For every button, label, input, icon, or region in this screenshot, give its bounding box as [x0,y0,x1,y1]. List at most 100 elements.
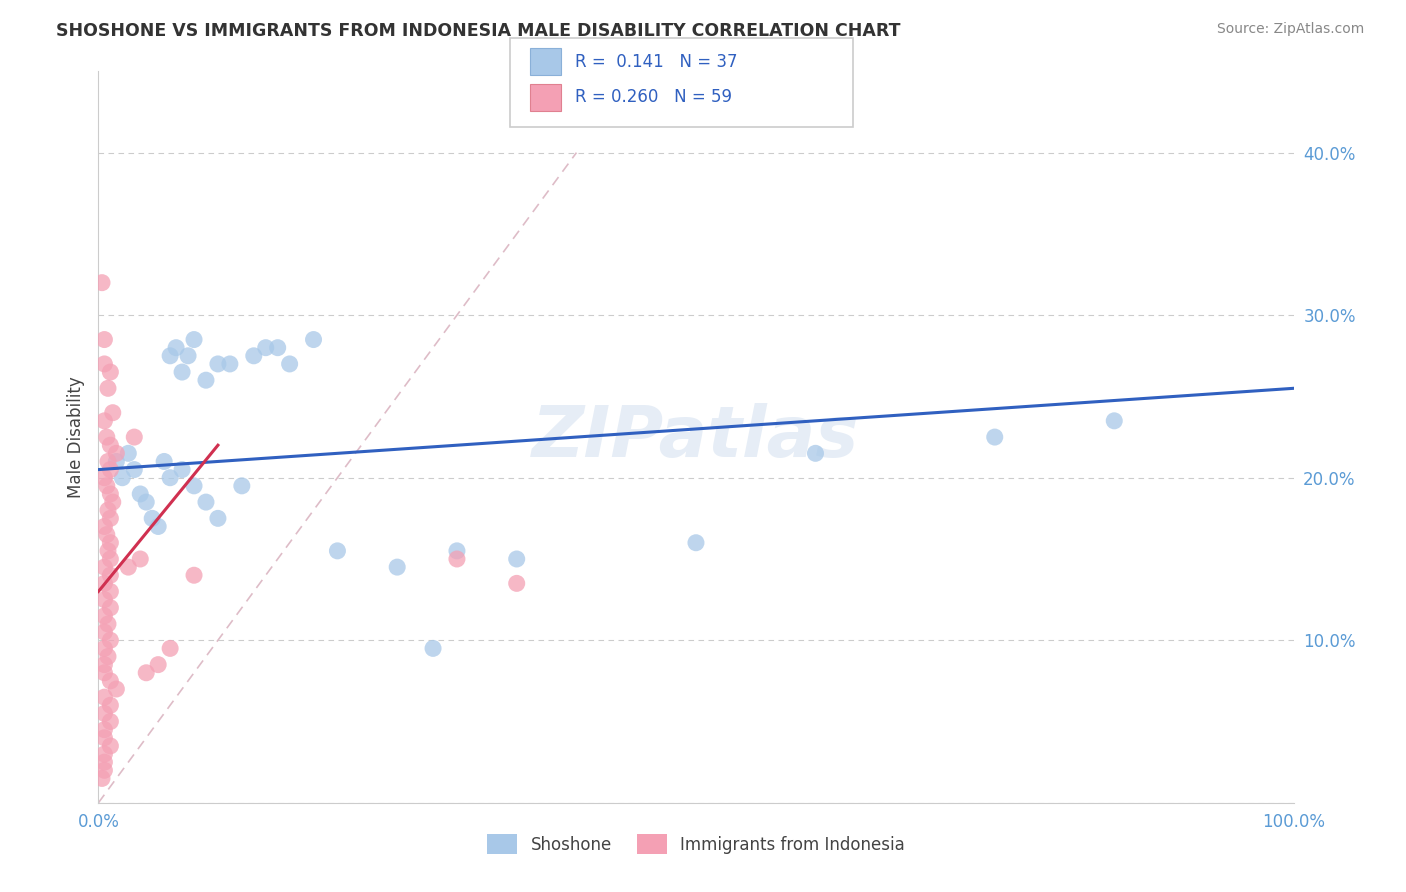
Point [96,479,118,493]
Text: ZIPatlas: ZIPatlas [533,402,859,472]
Point [148,519,170,533]
Point [98,487,122,501]
Point [97,617,120,632]
Point [98,633,122,648]
Point [302,333,325,347]
Point [984,430,1007,444]
Point [153,454,176,468]
Point [172,462,194,476]
Point [117,560,139,574]
Point [93,592,115,607]
Point [172,365,194,379]
Point [93,755,115,769]
Point [98,739,122,753]
Point [195,495,218,509]
Point [98,438,122,452]
Point [93,641,115,656]
Point [93,560,115,574]
Point [422,641,444,656]
Point [804,446,827,460]
Point [93,333,115,347]
Point [96,527,118,541]
Point [98,511,122,525]
Point [207,511,229,525]
Point [98,698,122,713]
Point [93,519,115,533]
Text: SHOSHONE VS IMMIGRANTS FROM INDONESIA MALE DISABILITY CORRELATION CHART: SHOSHONE VS IMMIGRANTS FROM INDONESIA MA… [56,22,901,40]
Point [97,544,120,558]
Point [97,454,120,468]
Point [685,535,707,549]
Point [101,406,124,420]
Point [129,552,152,566]
Point [97,649,120,664]
Point [97,503,120,517]
Point [105,446,128,460]
Point [165,341,187,355]
Point [98,673,122,688]
Text: R = 0.260   N = 59: R = 0.260 N = 59 [575,88,733,106]
Point [93,706,115,721]
Point [135,665,157,680]
Point [93,625,115,640]
Point [93,747,115,761]
Point [93,657,115,672]
Point [254,341,277,355]
Legend: Shoshone, Immigrants from Indonesia: Shoshone, Immigrants from Indonesia [481,828,911,860]
Point [506,552,529,566]
Point [111,471,134,485]
Point [1104,414,1126,428]
Point [506,576,529,591]
Point [141,511,163,525]
Point [98,552,122,566]
Point [93,690,115,705]
Point [98,365,122,379]
Point [207,357,229,371]
Point [93,665,115,680]
Point [446,552,468,566]
Point [177,349,200,363]
Point [124,430,146,444]
Point [98,462,122,476]
Point [101,495,124,509]
Point [105,454,128,468]
Point [105,681,128,696]
Point [93,764,115,778]
Point [93,471,115,485]
Point [267,341,290,355]
Point [93,723,115,737]
Point [98,535,122,549]
Point [243,349,266,363]
Y-axis label: Male Disability: Male Disability [66,376,84,498]
Point [93,576,115,591]
Point [93,731,115,745]
Point [93,608,115,623]
Point [231,479,253,493]
Point [159,641,181,656]
Point [98,584,122,599]
Point [278,357,301,371]
Point [385,560,409,574]
Point [159,349,181,363]
Point [124,462,146,476]
Point [91,276,114,290]
Point [98,714,122,729]
Point [135,495,157,509]
Point [129,487,152,501]
Point [183,479,205,493]
Point [98,600,122,615]
Point [446,544,468,558]
Point [96,430,118,444]
Text: Source: ZipAtlas.com: Source: ZipAtlas.com [1216,22,1364,37]
Point [97,381,120,395]
Text: R =  0.141   N = 37: R = 0.141 N = 37 [575,53,738,70]
Point [148,657,170,672]
Point [93,414,115,428]
Point [326,544,349,558]
Point [91,772,114,786]
Point [159,471,181,485]
Point [195,373,218,387]
Point [98,568,122,582]
Point [93,357,115,371]
Point [219,357,242,371]
